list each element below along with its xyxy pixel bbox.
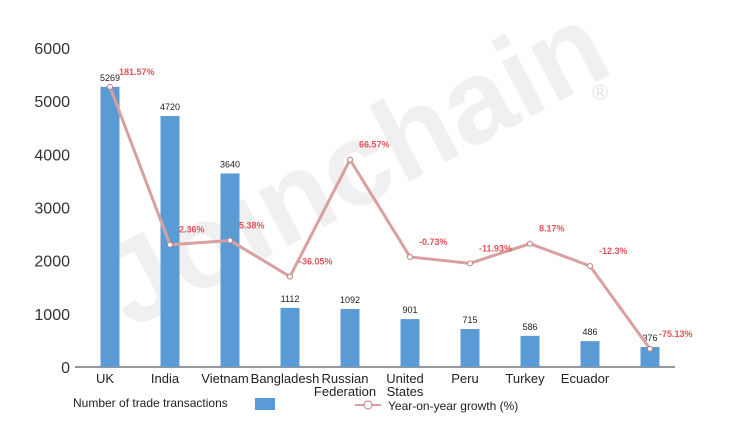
x-tick-label: Russian [322,371,369,386]
y-tick-label: 5000 [34,94,70,111]
growth-point [227,237,233,244]
bar [520,335,540,367]
bar [580,341,600,367]
growth-point [647,345,653,352]
growth-point [347,156,353,163]
y-tick-label: 0 [61,360,70,377]
bar [220,173,240,367]
legend-label-line: Year-on-year growth (%) [388,399,518,413]
legend-label-bars: Number of trade transactions [73,396,228,410]
growth-data-label: 66.57% [359,140,390,150]
legend-swatch-bars [255,398,275,410]
y-tick-label: 6000 [34,41,70,58]
growth-point [167,241,173,248]
x-tick-label: Turkey [505,371,545,386]
bar-data-label: 1112 [281,294,300,304]
x-tick-label: Ecuador [561,371,610,386]
growth-point [287,273,293,280]
growth-data-label: 5.38% [239,220,265,230]
x-tick-label: Vietnam [201,371,248,386]
axes: 0 1000 2000 3000 4000 5000 6000 UK India Vietnam B… [34,41,675,399]
x-tick-label: United [386,371,424,386]
bar-data-label: 1092 [340,295,360,305]
growth-data-label: -0.73% [419,237,448,247]
growth-point [407,253,413,260]
y-tick-label: 3000 [34,201,70,218]
growth-data-label: -75.13% [659,329,693,339]
growth-point [527,240,533,247]
bar [340,308,360,367]
growth-point [107,83,113,90]
x-tick-label: UK [96,371,114,386]
growth-data-label: 181.57% [119,67,155,77]
growth-data-label: 8.17% [539,224,565,234]
growth-data-label: 2.36% [179,225,205,235]
x-tick-label: States [387,384,424,399]
bar-data-label: 901 [402,305,417,315]
growth-point [467,260,473,267]
x-tick-label: India [151,371,180,386]
growth-data-label: -12.3% [599,246,628,256]
y-tick-label: 4000 [34,147,70,164]
growth-line: 181.57% 2.36% 5.38% -36.05% 66.57% -0.73% -11.… [107,67,693,352]
bar-data-label: 3640 [220,159,240,169]
watermark-registered-mark: ® [592,80,608,105]
bar [460,328,480,367]
x-tick-label: Bangladesh [251,371,320,386]
growth-data-label: -11.93% [479,243,512,253]
bar-data-label: 4720 [160,102,180,112]
legend: Number of trade transactions Year-on-year… [73,396,518,413]
growth-point [587,262,593,269]
y-tick-label: 2000 [34,254,70,271]
bar [100,86,120,367]
growth-data-label: -36.05% [299,257,333,267]
bar-data-label: 486 [582,327,597,337]
growth-line-path [108,86,652,350]
bar [640,347,660,367]
y-tick-label: 1000 [34,307,70,324]
legend-swatch-marker [363,400,373,410]
bar-data-label: 586 [522,322,537,332]
x-tick-label: Peru [451,371,478,386]
bar-data-label: 715 [462,315,477,325]
x-tick-label: Federation [314,384,376,399]
bar-data-label: 376 [642,333,657,343]
bar-data-label: 5269 [100,73,120,83]
bar [400,319,420,367]
bar [280,307,300,367]
